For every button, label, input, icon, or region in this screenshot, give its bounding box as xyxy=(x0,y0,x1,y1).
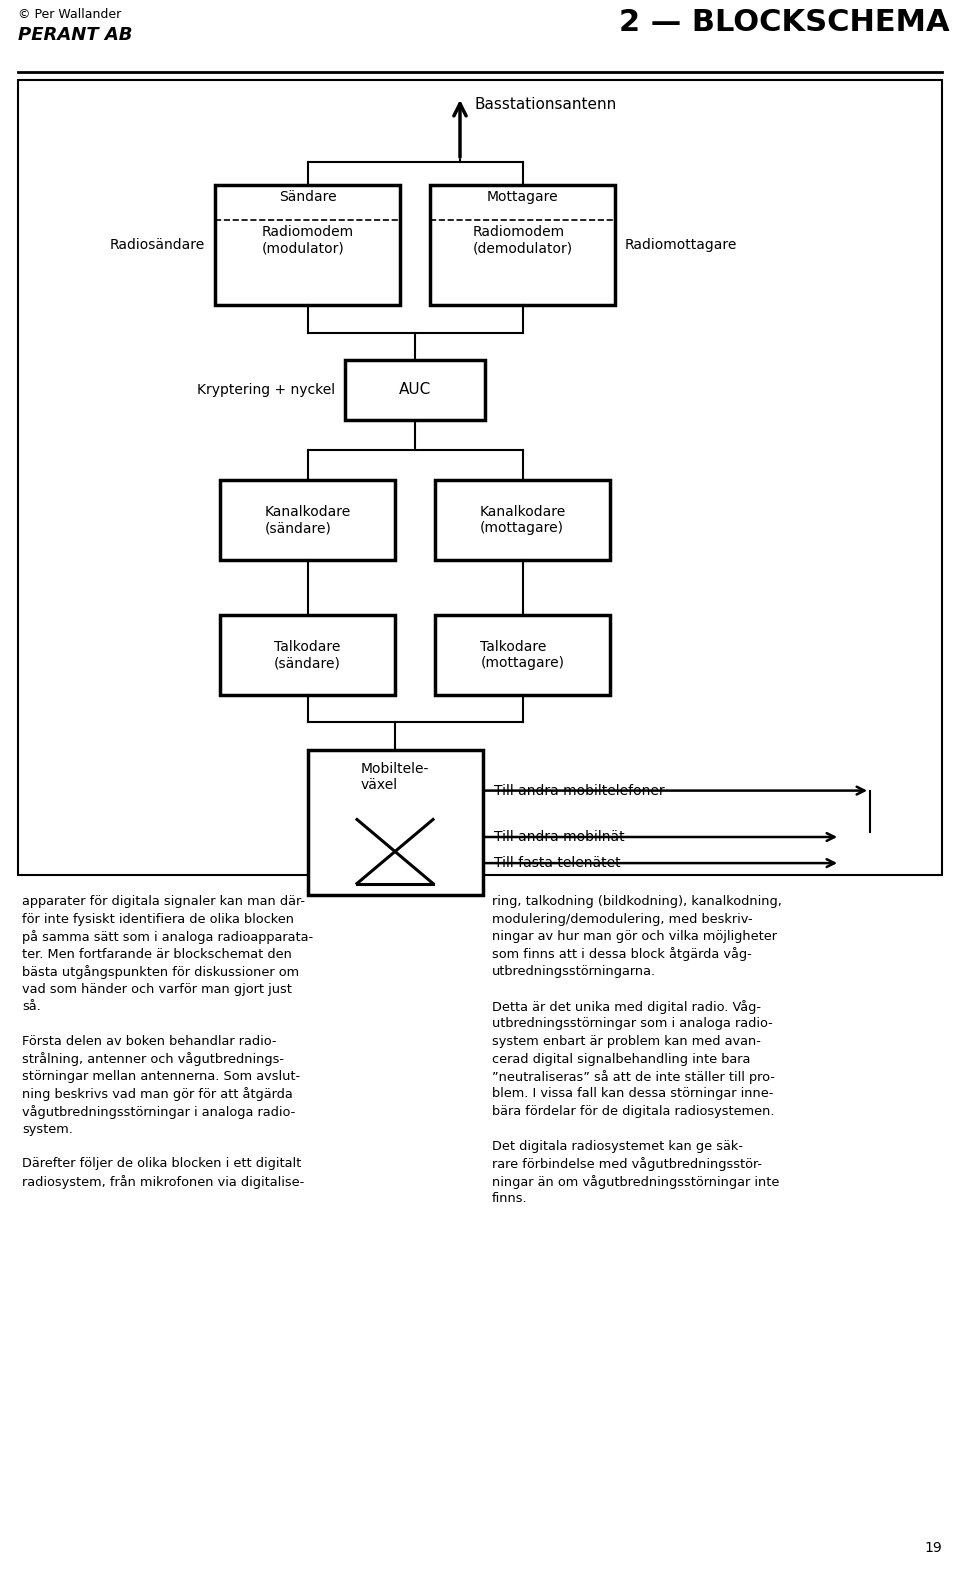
Text: Kryptering + nyckel: Kryptering + nyckel xyxy=(197,383,335,397)
Text: system enbart är problem kan med avan-: system enbart är problem kan med avan- xyxy=(492,1035,761,1049)
Text: blem. I vissa fall kan dessa störningar inne-: blem. I vissa fall kan dessa störningar … xyxy=(492,1088,774,1101)
Text: så.: så. xyxy=(22,1000,40,1012)
Text: störningar mellan antennerna. Som avslut-: störningar mellan antennerna. Som avslut… xyxy=(22,1071,300,1083)
Bar xyxy=(215,185,400,304)
Text: Detta är det unika med digital radio. Våg-: Detta är det unika med digital radio. Vå… xyxy=(492,1000,761,1014)
Text: rare förbindelse med vågutbredningsstör-: rare förbindelse med vågutbredningsstör- xyxy=(492,1158,762,1172)
Bar xyxy=(345,360,485,419)
Text: © Per Wallander: © Per Wallander xyxy=(18,8,121,21)
Text: 2 — BLOCKSCHEMA: 2 — BLOCKSCHEMA xyxy=(619,8,950,36)
Text: radiosystem, från mikrofonen via digitalise-: radiosystem, från mikrofonen via digital… xyxy=(22,1175,304,1189)
Text: ”neutraliseras” så att de inte ställer till pro-: ”neutraliseras” så att de inte ställer t… xyxy=(492,1071,775,1083)
Text: 19: 19 xyxy=(924,1541,942,1555)
Text: Radiosändare: Radiosändare xyxy=(109,238,205,252)
Text: ter. Men fortfarande är blockschemat den: ter. Men fortfarande är blockschemat den xyxy=(22,948,292,960)
Text: Till andra mobilnät: Till andra mobilnät xyxy=(494,830,625,844)
Text: för inte fysiskt identifiera de olika blocken: för inte fysiskt identifiera de olika bl… xyxy=(22,913,294,926)
Text: Radiomodem
(demodulator): Radiomodem (demodulator) xyxy=(472,226,572,255)
Text: Därefter följer de olika blocken i ett digitalt: Därefter följer de olika blocken i ett d… xyxy=(22,1158,301,1170)
Bar xyxy=(307,751,483,896)
Text: Sändare: Sändare xyxy=(278,189,336,203)
Text: Det digitala radiosystemet kan ge säk-: Det digitala radiosystemet kan ge säk- xyxy=(492,1140,743,1153)
Bar xyxy=(18,80,942,875)
Text: finns.: finns. xyxy=(492,1192,528,1205)
Text: som finns att i dessa block åtgärda våg-: som finns att i dessa block åtgärda våg- xyxy=(492,948,752,962)
Text: system.: system. xyxy=(22,1123,73,1135)
Text: Kanalkodare
(mottagare): Kanalkodare (mottagare) xyxy=(479,505,565,535)
Text: vad som händer och varför man gjort just: vad som händer och varför man gjort just xyxy=(22,982,292,995)
Text: modulering/demodulering, med beskriv-: modulering/demodulering, med beskriv- xyxy=(492,913,753,926)
Text: Basstationsantenn: Basstationsantenn xyxy=(475,98,617,112)
Bar xyxy=(435,615,610,695)
Text: Mottagare: Mottagare xyxy=(487,189,559,203)
Text: apparater för digitala signaler kan man där-: apparater för digitala signaler kan man … xyxy=(22,896,305,908)
Text: Kanalkodare
(sändare): Kanalkodare (sändare) xyxy=(264,505,350,535)
Text: bästa utgångspunkten för diskussioner om: bästa utgångspunkten för diskussioner om xyxy=(22,965,300,979)
Text: AUC: AUC xyxy=(398,383,431,397)
Text: ring, talkodning (bildkodning), kanalkodning,: ring, talkodning (bildkodning), kanalkod… xyxy=(492,896,781,908)
Text: Talkodare
(sändare): Talkodare (sändare) xyxy=(274,640,341,670)
Bar xyxy=(430,185,615,304)
Text: utbredningsstörningarna.: utbredningsstörningarna. xyxy=(492,965,656,978)
Bar xyxy=(220,615,395,695)
Bar xyxy=(220,479,395,560)
Text: strålning, antenner och vågutbrednings-: strålning, antenner och vågutbrednings- xyxy=(22,1052,284,1066)
Text: bära fördelar för de digitala radiosystemen.: bära fördelar för de digitala radiosyste… xyxy=(492,1105,775,1118)
Text: Radiomodem
(modulator): Radiomodem (modulator) xyxy=(261,226,353,255)
Text: ning beskrivs vad man gör för att åtgärda: ning beskrivs vad man gör för att åtgärd… xyxy=(22,1088,293,1101)
Text: Radiomottagare: Radiomottagare xyxy=(625,238,737,252)
Text: utbredningsstörningar som i analoga radio-: utbredningsstörningar som i analoga radi… xyxy=(492,1017,773,1030)
Text: ningar än om vågutbredningsstörningar inte: ningar än om vågutbredningsstörningar in… xyxy=(492,1175,780,1189)
Text: ningar av hur man gör och vilka möjligheter: ningar av hur man gör och vilka möjlighe… xyxy=(492,930,777,943)
Text: Till andra mobiltelefoner: Till andra mobiltelefoner xyxy=(494,784,665,798)
Text: vågutbredningsstörningar i analoga radio-: vågutbredningsstörningar i analoga radio… xyxy=(22,1105,296,1120)
Text: Mobiltele-
växel: Mobiltele- växel xyxy=(361,762,429,792)
Text: Till fasta telenätet: Till fasta telenätet xyxy=(494,856,621,871)
Bar xyxy=(435,479,610,560)
Text: cerad digital signalbehandling inte bara: cerad digital signalbehandling inte bara xyxy=(492,1052,751,1066)
Text: PERANT AB: PERANT AB xyxy=(18,25,132,44)
Text: Talkodare
(mottagare): Talkodare (mottagare) xyxy=(481,640,564,670)
Text: på samma sätt som i analoga radioapparata-: på samma sätt som i analoga radioapparat… xyxy=(22,930,313,945)
Text: Första delen av boken behandlar radio-: Första delen av boken behandlar radio- xyxy=(22,1035,276,1049)
